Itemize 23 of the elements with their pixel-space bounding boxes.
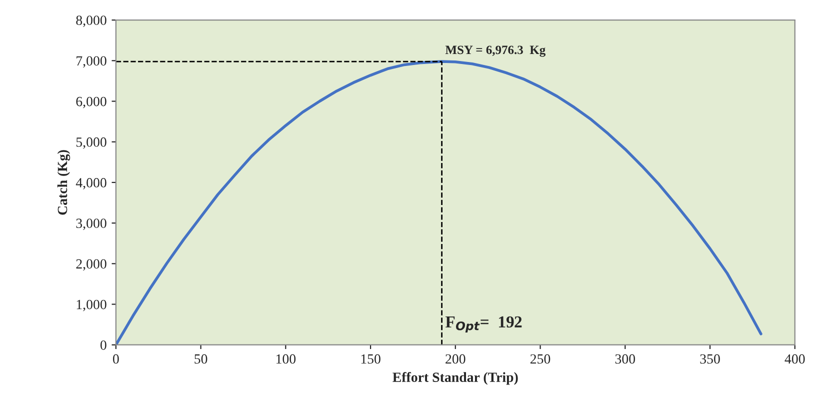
x-tick-label: 350: [700, 354, 720, 364]
ref-line-label: F$_{Opt}$= 192: [446, 316, 522, 333]
y-axis-title: Catch (Kg): [57, 150, 70, 215]
x-tick-label: 300: [615, 354, 636, 364]
y-tick-label: 8,000: [76, 16, 106, 28]
x-tick-label: 100: [276, 354, 296, 364]
x-axis-title: Effort Standar (Trip): [392, 372, 518, 385]
y-tick-label: 7,000: [76, 56, 106, 68]
ref-line-label: MSY = 6,976.3 Kg: [445, 46, 546, 57]
x-tick-label: 400: [784, 354, 805, 364]
y-tick-label: 2,000: [76, 259, 106, 271]
line-series: [116, 60, 762, 345]
x-tick-label: 150: [361, 354, 380, 364]
x-tick-label: 200: [446, 354, 466, 364]
y-tick-label: 6,000: [76, 96, 106, 108]
y-tick-label: 5,000: [76, 137, 106, 149]
y-tick-label: 4,000: [76, 178, 106, 190]
y-tick-label: 3,000: [76, 218, 106, 230]
x-tick-label: 0: [112, 354, 119, 364]
x-tick-label: 250: [530, 354, 550, 364]
y-tick-label: 1,000: [76, 300, 106, 312]
x-tick-label: 50: [194, 354, 208, 364]
y-tick-label: 0: [100, 340, 106, 350]
